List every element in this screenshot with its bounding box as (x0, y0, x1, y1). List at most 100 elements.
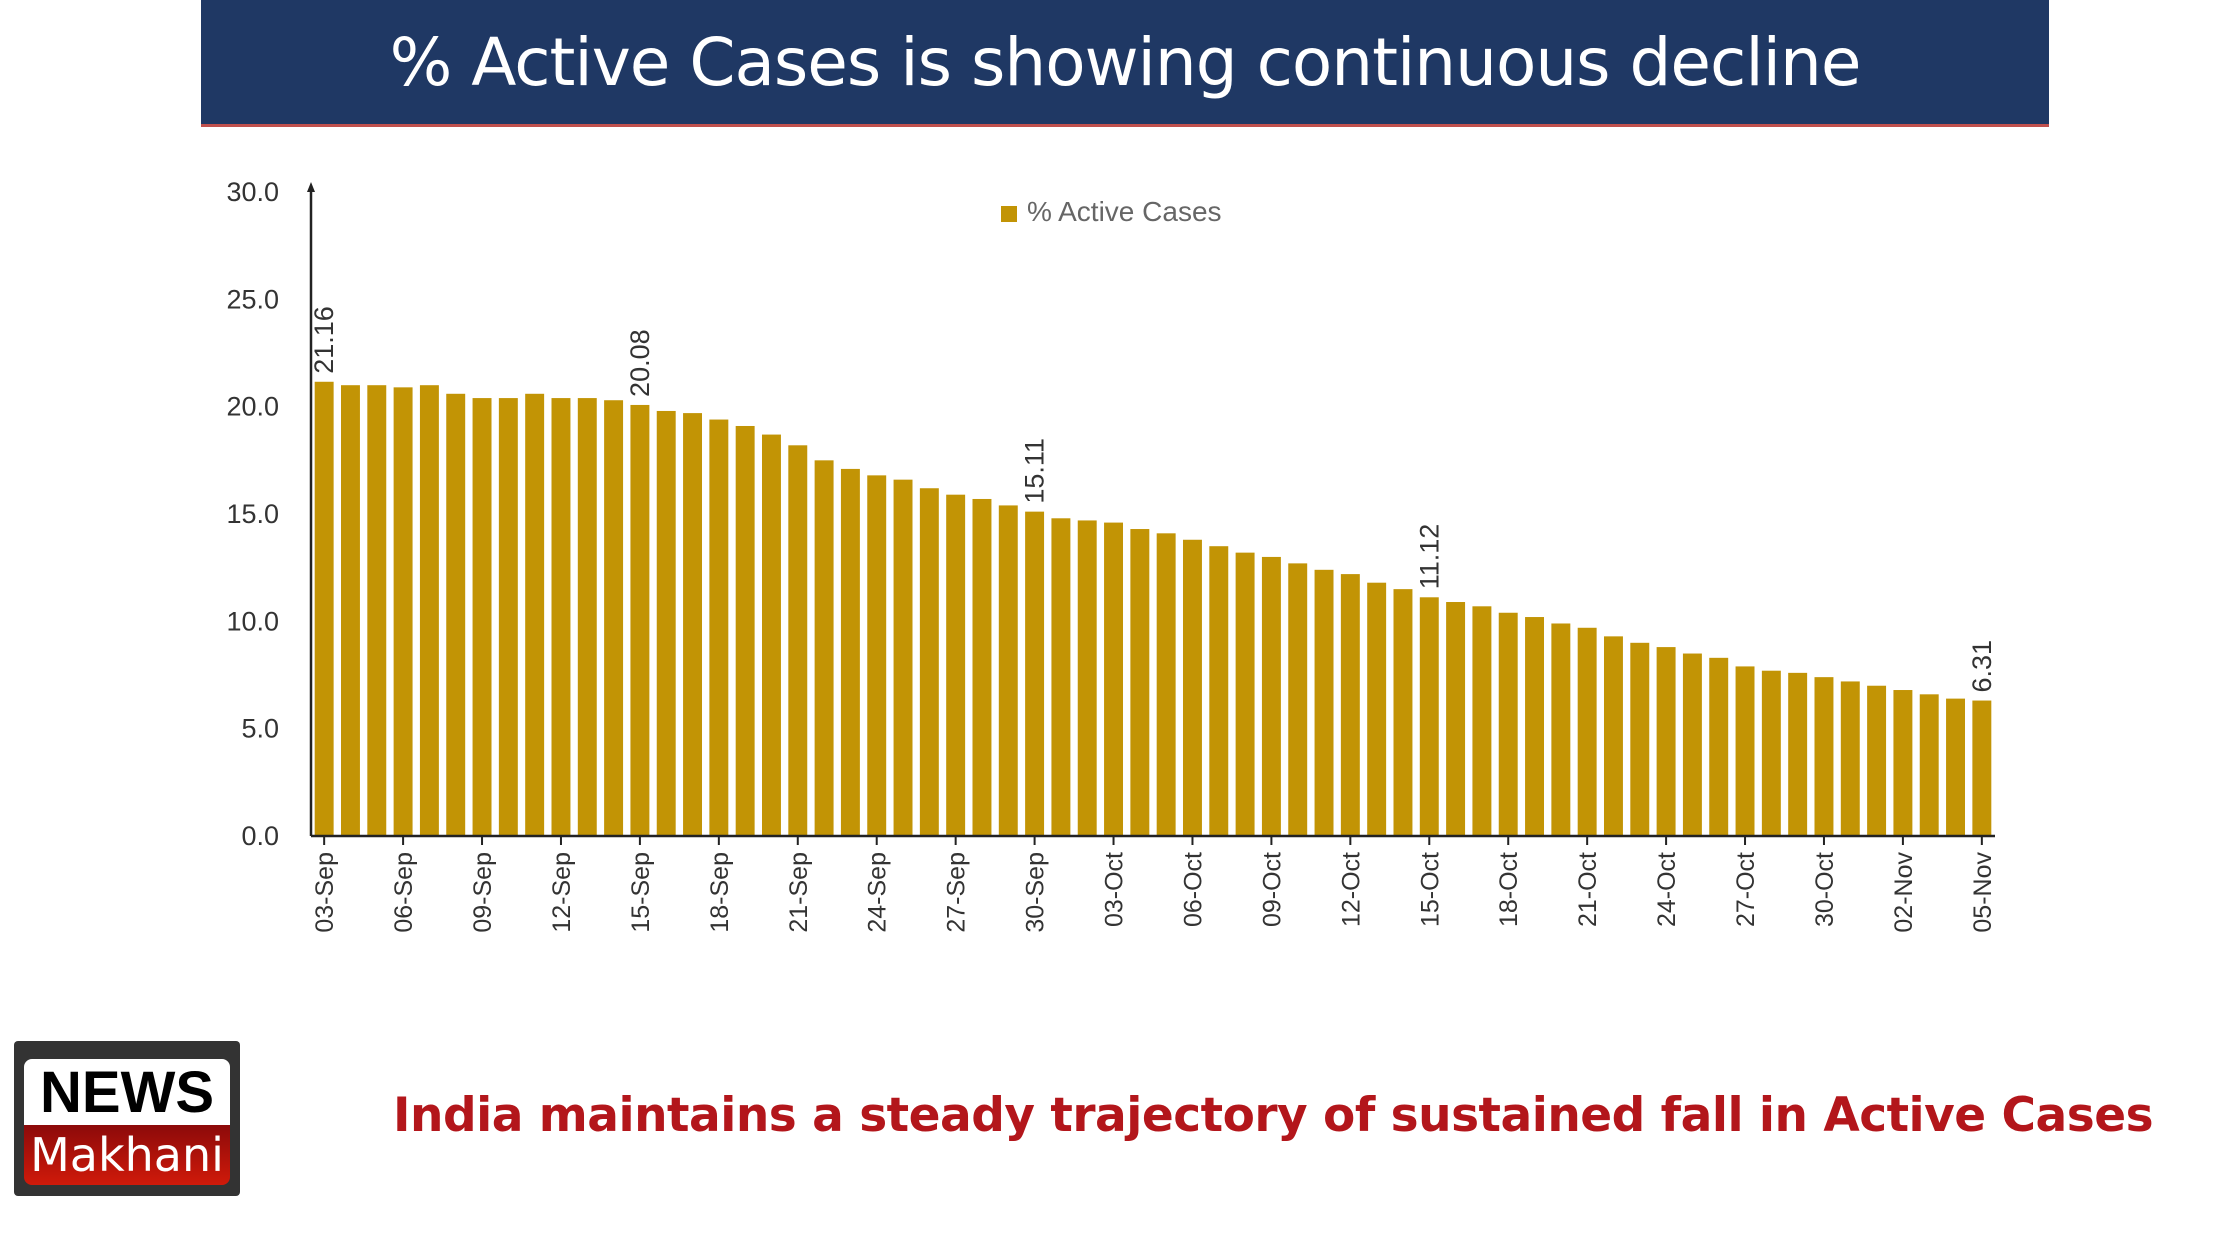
logo-top-text: NEWS (24, 1059, 230, 1125)
data-label: 6.31 (1967, 640, 1997, 693)
bar (1893, 690, 1913, 836)
bar (472, 398, 492, 836)
x-tick-label: 09-Oct (1258, 852, 1286, 927)
bar (1235, 552, 1255, 836)
title-banner: % Active Cases is showing continuous dec… (201, 0, 2049, 127)
data-label: 20.08 (625, 329, 655, 397)
y-tick-label: 15.0 (226, 499, 279, 529)
bar (1946, 698, 1966, 836)
bar (840, 468, 860, 836)
x-tick-label: 27-Oct (1732, 852, 1760, 927)
bar (1709, 657, 1729, 836)
bar (551, 398, 571, 836)
bar (1104, 522, 1124, 836)
bar (735, 425, 755, 836)
x-tick-label: 06-Sep (390, 852, 418, 933)
bar (340, 385, 360, 836)
bar (630, 404, 650, 836)
y-tick-label: 25.0 (226, 284, 279, 314)
bar (1261, 556, 1281, 836)
x-tick-label: 15-Sep (627, 852, 655, 933)
bar (1867, 685, 1887, 836)
bar (577, 398, 597, 836)
bar (1077, 520, 1097, 836)
bar (1182, 539, 1202, 836)
bar (788, 445, 808, 836)
bar (998, 505, 1018, 836)
bar (893, 479, 913, 836)
y-tick-label: 30.0 (226, 177, 279, 207)
bar (1919, 694, 1939, 836)
data-label: 11.12 (1414, 524, 1444, 590)
x-tick-label: 30-Sep (1022, 852, 1050, 933)
x-tick-label: 15-Oct (1416, 852, 1444, 927)
data-label: 15.11 (1020, 438, 1050, 504)
x-tick-label: 06-Oct (1179, 852, 1207, 927)
chart-title: % Active Cases is showing continuous dec… (389, 23, 1862, 101)
bar (498, 398, 518, 836)
x-tick-label: 02-Nov (1890, 852, 1918, 933)
bar (1472, 606, 1492, 836)
x-tick-label: 03-Sep (311, 852, 339, 933)
bar (709, 419, 729, 836)
bar (683, 413, 703, 836)
bar (1577, 627, 1597, 836)
bar (1840, 681, 1860, 836)
bar (314, 381, 334, 836)
bar (1419, 597, 1439, 836)
bar (525, 393, 545, 836)
caption-headline: India maintains a steady trajectory of s… (393, 1088, 2154, 1143)
x-tick-label: 18-Oct (1495, 852, 1523, 927)
bar (1603, 636, 1623, 836)
bar (446, 393, 466, 836)
bar (1130, 529, 1150, 836)
bar (1209, 546, 1229, 836)
bar (1446, 602, 1466, 836)
bar (1340, 574, 1360, 836)
bar (604, 400, 624, 836)
y-tick-label: 0.0 (241, 821, 279, 851)
bar (1367, 582, 1387, 836)
y-tick-label: 20.0 (226, 392, 279, 422)
bar (919, 488, 939, 836)
bar (1051, 518, 1071, 836)
bar (1156, 533, 1176, 836)
bar (393, 387, 413, 836)
x-tick-label: 21-Sep (785, 852, 813, 933)
bar (367, 385, 387, 836)
bar (1025, 511, 1045, 836)
bar (1788, 672, 1808, 836)
x-tick-label: 24-Oct (1653, 852, 1681, 927)
y-tick-label: 5.0 (241, 714, 279, 744)
bar (1630, 642, 1650, 836)
bar-chart: 0.0 5.0 10.0 15.0 20.0 25.0 30.0 03-Sep 06-Sep 09… (226, 177, 1997, 933)
x-tick-label: 09-Sep (469, 852, 497, 933)
y-tick-label: 10.0 (226, 606, 279, 636)
x-tick-label: 12-Oct (1337, 852, 1365, 927)
data-label: 21.16 (309, 306, 339, 374)
bar (1682, 653, 1702, 836)
x-tick-label: 21-Oct (1574, 852, 1602, 927)
bar (1525, 617, 1545, 836)
bar (419, 385, 439, 836)
bar (946, 494, 966, 836)
bar (761, 434, 781, 836)
bar (1761, 670, 1781, 836)
logo-bottom-text: Makhani (24, 1125, 230, 1185)
x-tick-label: 18-Sep (706, 852, 734, 933)
bar (1656, 647, 1676, 836)
x-tick-label: 05-Nov (1969, 852, 1997, 933)
bar (972, 498, 992, 836)
x-tick-label: 27-Sep (943, 852, 971, 933)
x-tick-label: 24-Sep (864, 852, 892, 933)
bar (656, 410, 676, 836)
bar (1814, 677, 1834, 836)
bar (867, 475, 887, 836)
bar (1551, 623, 1571, 836)
bar (814, 460, 834, 836)
news-makhani-logo: NEWS Makhani (14, 1041, 240, 1196)
x-tick-label: 30-Oct (1811, 852, 1839, 927)
legend-swatch (1001, 206, 1017, 222)
x-tick-label: 12-Sep (548, 852, 576, 933)
bar (1498, 612, 1518, 836)
